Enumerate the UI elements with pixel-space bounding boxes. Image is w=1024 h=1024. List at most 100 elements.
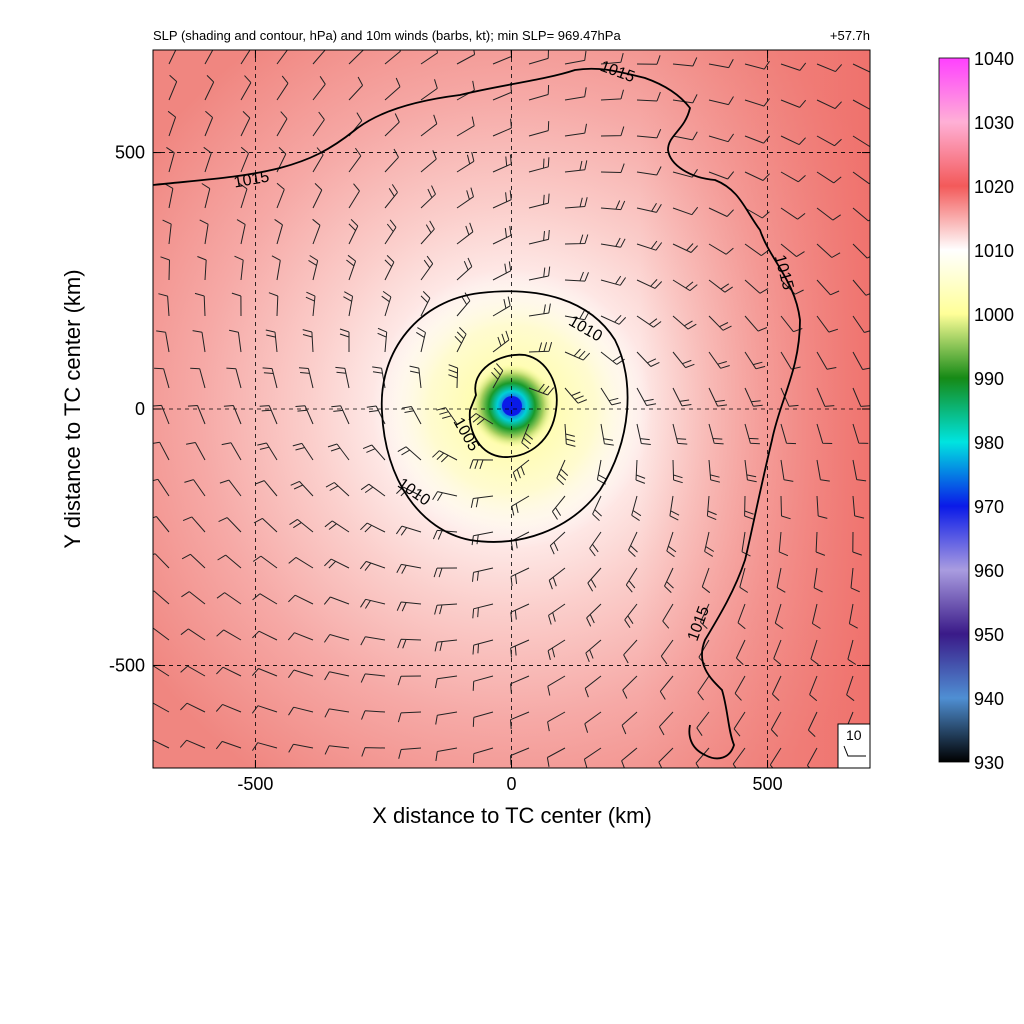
wind-barb xyxy=(361,747,386,757)
wind-barb xyxy=(197,256,207,281)
wind-barb xyxy=(180,628,206,641)
wind-barb xyxy=(564,197,588,209)
wind-barb xyxy=(381,290,392,317)
wind-barb xyxy=(672,459,683,484)
wind-barb xyxy=(456,222,474,245)
wind-barb xyxy=(816,243,841,258)
x-tick-label: -500 xyxy=(237,774,273,794)
wind-barb xyxy=(600,89,624,101)
wind-barb xyxy=(699,603,710,629)
wind-barb xyxy=(510,675,530,694)
wind-barb xyxy=(510,711,530,730)
wind-barb xyxy=(852,171,870,185)
wind-barb xyxy=(323,596,350,605)
wind-barb xyxy=(600,275,627,286)
wind-barb xyxy=(528,84,550,101)
colorbar-tick-label: 1040 xyxy=(974,49,1014,69)
wind-barb xyxy=(372,366,386,389)
wind-barb xyxy=(780,495,791,520)
wind-barb xyxy=(778,531,789,557)
wind-barb xyxy=(621,711,638,735)
wind-barb xyxy=(384,50,401,65)
wind-barb xyxy=(184,479,206,497)
wind-barb xyxy=(331,405,350,425)
wind-barb xyxy=(672,94,698,104)
wind-barb xyxy=(528,341,553,353)
wind-barb xyxy=(433,567,458,578)
wind-barb xyxy=(360,673,386,683)
wind-barb xyxy=(847,639,857,665)
x-axis-label: X distance to TC center (km) xyxy=(372,803,652,828)
wind-barb xyxy=(292,442,314,461)
wind-barb xyxy=(288,594,314,605)
wind-barb xyxy=(234,255,244,281)
x-axis-ticks: -500 0 500 xyxy=(237,50,783,794)
wind-barb xyxy=(456,116,475,137)
wind-barb xyxy=(398,747,422,759)
wind-barb xyxy=(468,413,494,426)
wind-barb xyxy=(348,219,359,245)
wind-barb xyxy=(769,747,782,768)
wind-barb xyxy=(492,154,512,173)
wind-barb xyxy=(848,603,858,629)
wind-barb xyxy=(302,329,314,353)
wind-barb xyxy=(339,328,350,352)
wind-barb xyxy=(312,111,325,137)
wind-barb xyxy=(324,671,350,681)
wind-barb xyxy=(708,351,730,369)
wind-barb xyxy=(262,367,278,389)
contour-label-1015-nw: 1015 xyxy=(233,169,271,192)
wind-barb xyxy=(636,279,663,289)
wind-barb xyxy=(312,50,326,65)
wind-barb xyxy=(631,495,642,522)
wind-barb xyxy=(416,327,426,353)
wind-barb xyxy=(397,711,422,723)
wind-barb xyxy=(409,365,422,389)
reference-barb-glyph xyxy=(843,745,866,757)
wind-barb xyxy=(816,495,828,519)
wind-barb xyxy=(361,710,386,720)
wind-barb xyxy=(348,76,364,101)
wind-barb xyxy=(218,517,242,533)
wind-barb xyxy=(492,118,512,137)
colorbar-tick-label: 1020 xyxy=(974,177,1014,197)
wind-barb xyxy=(469,459,494,470)
wind-barb xyxy=(253,517,278,533)
wind-barb xyxy=(816,315,839,333)
wind-barb xyxy=(456,257,473,281)
wind-barb xyxy=(564,348,591,361)
reference-barb-box xyxy=(837,723,871,769)
wind-barb xyxy=(528,383,555,396)
wind-barb xyxy=(584,711,602,733)
wind-barb xyxy=(660,639,674,665)
wind-barb xyxy=(666,531,677,558)
wind-barb xyxy=(360,522,386,533)
wind-barb xyxy=(735,639,746,665)
wind-barb xyxy=(395,525,422,536)
wind-barb xyxy=(432,491,458,502)
wind-barb xyxy=(226,367,242,389)
wind-barb xyxy=(600,52,624,65)
wind-barb xyxy=(636,315,662,328)
wind-barb xyxy=(744,243,770,257)
y-tick-label: 500 xyxy=(115,143,145,163)
wind-barb xyxy=(744,135,771,144)
wind-barb xyxy=(288,743,314,753)
wind-barb xyxy=(432,450,458,463)
wind-barb xyxy=(852,243,870,259)
wind-barb xyxy=(816,387,835,407)
wind-barb xyxy=(396,563,422,574)
wind-barb xyxy=(360,598,386,609)
wind-barb xyxy=(259,405,278,425)
wind-barb xyxy=(744,98,771,107)
wind-barb xyxy=(547,711,566,732)
wind-barb xyxy=(491,363,504,389)
wind-barb xyxy=(312,218,321,245)
wind-barb xyxy=(852,351,870,370)
wind-barb xyxy=(402,406,422,425)
wind-barb xyxy=(295,405,314,425)
wind-barb xyxy=(190,367,206,389)
wind-barb xyxy=(816,351,837,370)
wind-barb xyxy=(701,567,711,594)
wind-barb xyxy=(420,79,438,101)
